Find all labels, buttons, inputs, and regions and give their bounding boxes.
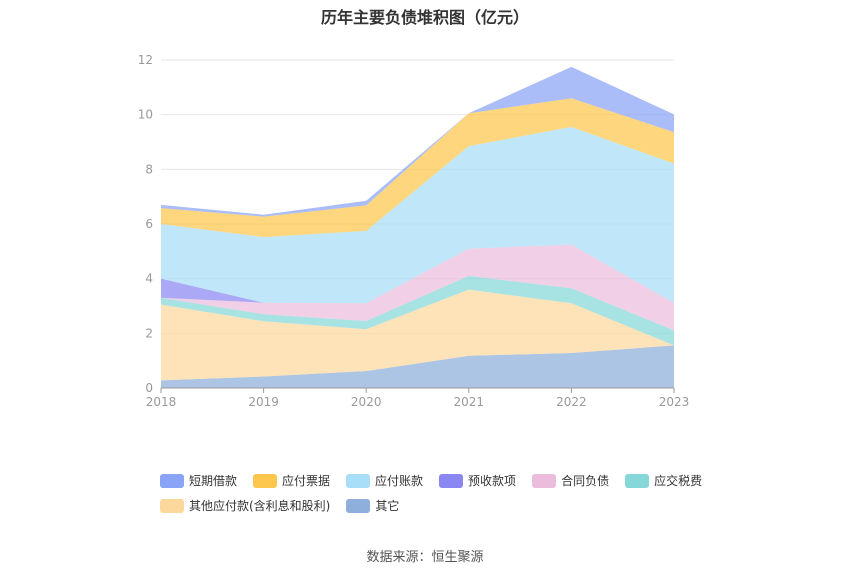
data-source-note: 数据来源：恒生聚源 <box>366 550 484 565</box>
y-tick-label: 0 <box>145 381 153 395</box>
legend-swatch <box>532 473 557 488</box>
legend-swatch <box>346 498 371 513</box>
stacked-area-chart: 0 2 4 6 8 10 12 2018 2019 2020 2021 2022 2023 <box>138 53 690 409</box>
legend-label: 其它 <box>375 499 400 513</box>
area-series-1[interactable] <box>161 289 674 381</box>
legend-swatch <box>253 473 278 488</box>
chart-legend: 短期借款 应付票据 应付账款 预收款项 合同负债 应交税费其他应付款(含利息和股利) 其它 <box>160 472 720 522</box>
area-series-0[interactable] <box>161 345 674 388</box>
chart-title: 历年主要负债堆积图（亿元） <box>320 8 529 27</box>
legend-swatch <box>625 473 650 488</box>
x-tick-label: 2022 <box>556 395 587 409</box>
x-tick-label: 2020 <box>351 395 382 409</box>
legend-swatch <box>160 498 184 513</box>
legend-item[interactable]: 预收款项 <box>439 472 516 489</box>
x-tick-label: 2018 <box>146 395 177 409</box>
area-series-5[interactable] <box>161 126 674 304</box>
y-tick-label: 4 <box>145 272 153 286</box>
y-tick-label: 6 <box>145 217 153 231</box>
area-series-6[interactable] <box>161 98 674 238</box>
legend-item[interactable]: 应付账款 <box>346 472 423 489</box>
x-tick-label: 2023 <box>659 395 690 409</box>
legend-label: 应付账款 <box>375 474 424 488</box>
legend-label: 预收款项 <box>468 474 517 488</box>
x-tick-label: 2021 <box>454 395 485 409</box>
legend-swatch <box>439 473 464 488</box>
legend-item[interactable]: 短期借款 <box>160 472 237 489</box>
legend-item[interactable]: 应付票据 <box>253 472 330 489</box>
x-tick-label: 2019 <box>248 395 279 409</box>
legend-item[interactable]: 合同负债 <box>532 472 609 489</box>
y-tick-label: 12 <box>138 53 153 67</box>
y-tick-label: 8 <box>145 162 153 176</box>
area-series-4[interactable] <box>161 244 674 304</box>
legend-label: 短期借款 <box>189 474 238 488</box>
legend-label: 其他应付款(含利息和股利) <box>189 499 331 513</box>
legend-swatch <box>160 473 184 488</box>
area-series-2[interactable] <box>161 275 674 346</box>
legend-label: 应付票据 <box>282 474 331 488</box>
y-tick-label: 2 <box>145 326 153 340</box>
legend-item[interactable]: 其它 <box>346 497 399 514</box>
legend-item[interactable]: 应交税费 <box>625 472 702 489</box>
legend-label: 应交税费 <box>654 474 703 488</box>
y-tick-label: 10 <box>138 108 153 122</box>
legend-swatch <box>346 473 371 488</box>
legend-label: 合同负债 <box>561 474 610 488</box>
legend-item[interactable]: 其他应付款(含利息和股利) <box>160 497 330 514</box>
area-series-3[interactable] <box>161 244 674 331</box>
